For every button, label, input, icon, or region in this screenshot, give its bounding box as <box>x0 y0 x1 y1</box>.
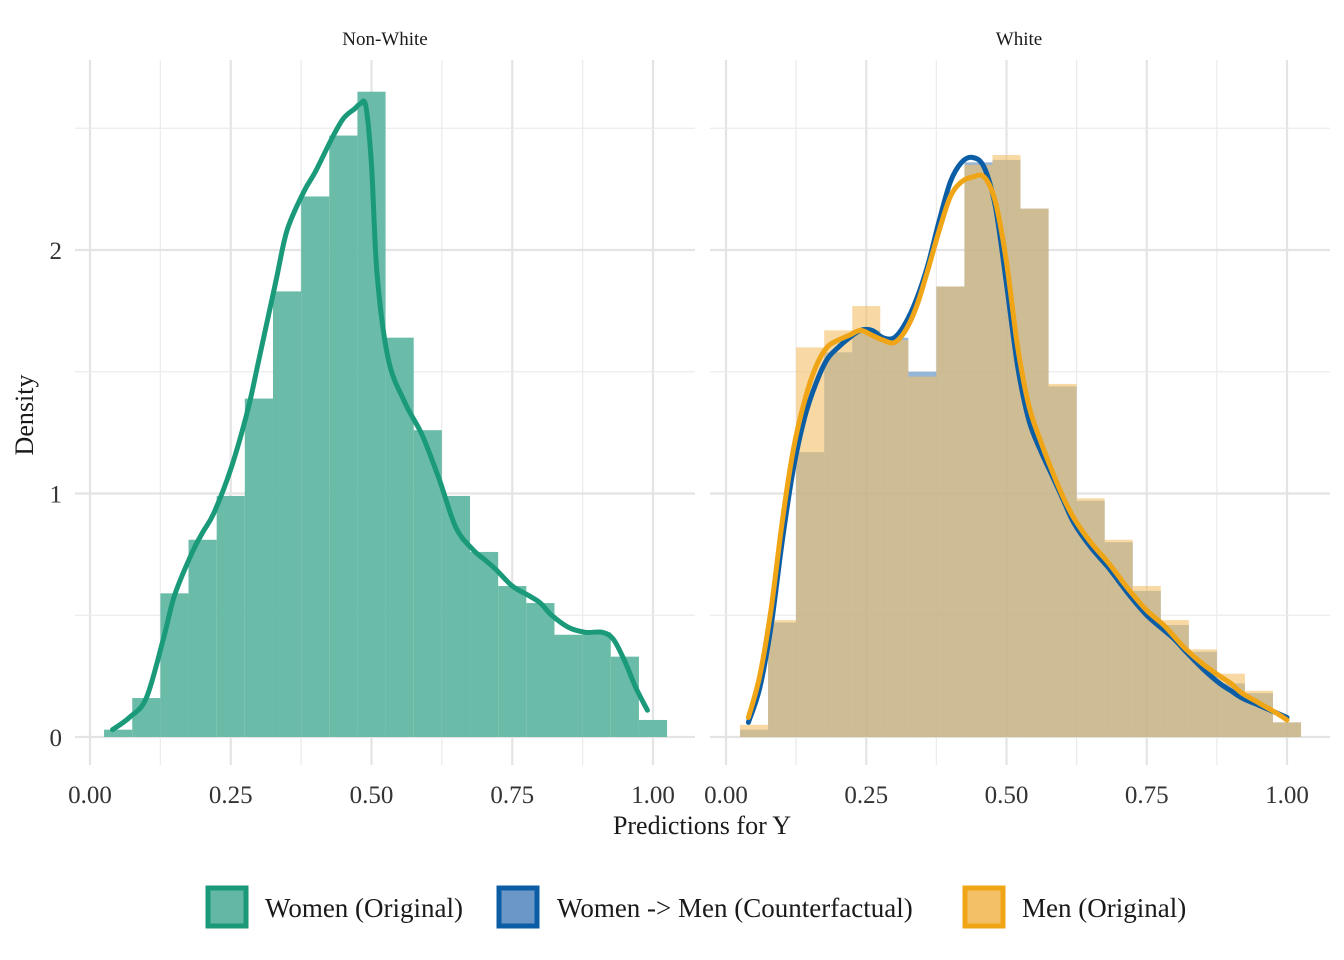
y-axis-label: Density <box>10 375 39 456</box>
x-tick-labels-white: 0.00 0.25 0.50 0.75 1.00 <box>704 782 1309 809</box>
panel-title-white: White <box>996 29 1042 50</box>
histogram-bar <box>104 729 133 737</box>
histogram-bar <box>1020 208 1049 738</box>
histogram-bar <box>768 620 797 737</box>
x-tick-label: 0.00 <box>68 782 112 809</box>
histogram-bar <box>824 330 853 737</box>
histogram-bar <box>498 586 527 737</box>
x-tick-label: 0.50 <box>985 782 1029 809</box>
y-tick-label: 0 <box>50 725 63 752</box>
histogram-bar <box>244 398 273 737</box>
legend-label: Women -> Men (Counterfactual) <box>557 893 913 923</box>
histogram-bar <box>936 286 965 737</box>
legend-key <box>496 885 540 929</box>
histogram-bar <box>852 306 881 737</box>
x-tick-label: 1.00 <box>631 782 675 809</box>
histogram-bar <box>554 634 583 737</box>
legend-key <box>962 885 1006 929</box>
x-tick-label: 0.25 <box>209 782 253 809</box>
y-tick-label: 2 <box>50 238 63 265</box>
histogram-bar <box>582 632 611 737</box>
histogram-bar <box>329 135 358 737</box>
histogram-bar <box>740 724 769 737</box>
histogram-bar <box>216 495 245 737</box>
histogram-bar <box>610 656 639 737</box>
histogram-bar <box>301 196 330 737</box>
x-tick-label: 0.00 <box>704 782 748 809</box>
density-curve <box>745 172 1290 723</box>
histogram-bar <box>964 164 993 737</box>
legend: Women (Original) Women -> Men (Counterfac… <box>205 885 1186 929</box>
x-tick-label: 0.75 <box>490 782 534 809</box>
y-tick-label: 1 <box>50 482 63 509</box>
x-tick-label: 0.75 <box>1125 782 1169 809</box>
histogram-bar <box>441 495 471 737</box>
histogram-bar <box>1048 383 1077 737</box>
panel-non-white: Non-White 0.00 0.25 0.50 0.75 1.00 <box>68 29 695 809</box>
histogram-bar <box>992 155 1021 737</box>
histogram-bars-non-white <box>104 91 668 738</box>
histogram-bar <box>132 698 161 737</box>
histogram-bar <box>908 376 937 737</box>
panel-title-non-white: Non-White <box>342 29 427 50</box>
histogram-bar <box>1272 722 1302 737</box>
x-tick-label: 0.25 <box>844 782 888 809</box>
x-axis-label: Predictions for Y <box>613 811 791 840</box>
density-curves-white <box>745 154 1290 725</box>
histogram-bar <box>413 430 442 737</box>
legend-key <box>205 885 249 929</box>
panel-white: White 0.00 0.25 0.50 0.75 1.00 <box>704 29 1330 809</box>
histogram-bar <box>880 340 909 737</box>
x-tick-label: 0.50 <box>350 782 394 809</box>
x-tick-labels-non-white: 0.00 0.25 0.50 0.75 1.00 <box>68 782 675 809</box>
histogram-bar <box>160 593 189 737</box>
histogram-bar <box>272 291 302 737</box>
density-curves-non-white <box>110 98 650 733</box>
x-tick-label: 1.00 <box>1265 782 1309 809</box>
y-tick-labels: 0 1 2 <box>50 238 63 752</box>
legend-label: Women (Original) <box>265 893 463 923</box>
histogram-bar <box>188 539 217 737</box>
histogram-bar <box>470 551 499 737</box>
density-curve <box>110 98 650 733</box>
legend-label: Men (Original) <box>1022 893 1186 923</box>
histogram-bar <box>385 337 414 737</box>
histogram-bar <box>638 719 668 737</box>
histogram-bar <box>526 603 555 737</box>
